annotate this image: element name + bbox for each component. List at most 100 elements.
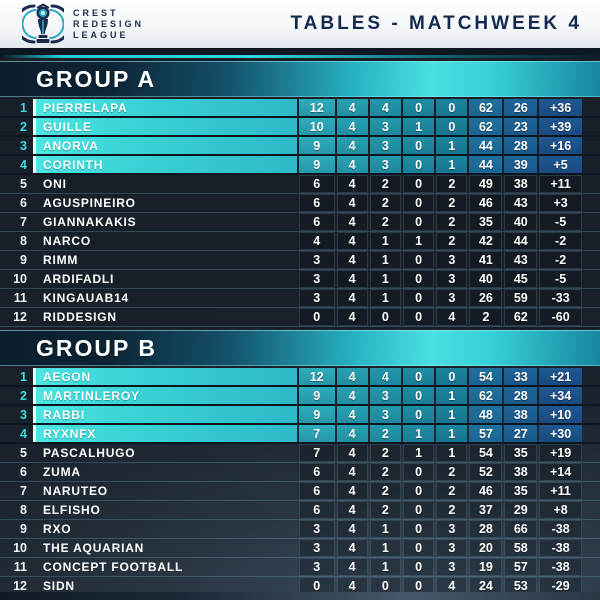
team-name: RABBI [43,407,85,422]
stat-cells: 6 4 2 0 2 46 35 +11 [299,482,582,500]
rank-number: 1 [20,100,27,115]
stat-cell: 0 [402,270,435,288]
stat-cell: 20 [469,539,503,557]
stat-cell: 1 [436,406,468,423]
rank-number: 9 [20,253,27,267]
league-name-line: LEAGUE [73,29,129,40]
stat-cells: 4 4 1 1 2 42 44 -2 [299,232,582,250]
stat-cell: 4 [336,539,368,557]
stat-cell: 52 [469,463,503,481]
stat-cell: 12 [299,99,335,116]
stat-cells: 9 4 3 0 1 48 38 +10 [299,406,582,423]
stat-cell: +3 [539,194,582,212]
rank-number: 11 [13,291,27,305]
stat-cells: 3 4 1 0 3 20 58 -38 [299,539,582,557]
table-row: 2 GUILLE 10 4 3 1 0 62 23 +39 [0,118,600,137]
stat-cell: 1 [369,539,401,557]
stat-cell: +30 [539,425,582,442]
team-name: RIDDESIGN [43,310,117,324]
stat-cells: 10 4 3 1 0 62 23 +39 [299,118,582,135]
rank-number: 8 [20,234,27,248]
stat-cell: 3 [299,539,335,557]
team-name-bar: ZUMA [33,463,297,481]
stat-cell: 6 [299,482,335,500]
stat-cell: 1 [436,387,468,404]
stat-cell: 0 [402,539,435,557]
team-name-bar: NARCO [33,232,297,250]
team-name: ELFISHO [43,503,101,517]
stat-cells: 3 4 1 0 3 40 45 -5 [299,270,582,288]
stat-cell: +11 [539,482,582,500]
team-name-bar: SIDN [33,577,297,595]
stat-cells: 9 4 3 0 1 44 28 +16 [299,137,582,154]
stat-cell: 0 [402,289,435,307]
stat-cell: 4 [336,289,368,307]
stat-cell: +5 [539,156,582,173]
stat-cell: 43 [504,194,538,212]
stat-cell: 62 [469,118,503,135]
stat-cell: 0 [369,308,401,326]
table-row: 1 PIERRELAPA 12 4 4 0 0 62 26 +36 [0,99,600,118]
stat-cells: 6 4 2 0 2 52 38 +14 [299,463,582,481]
stat-cell: 3 [436,520,468,538]
stat-cell: 2 [436,175,468,193]
stat-cell: 28 [504,137,538,154]
team-name-bar: RIDDESIGN [33,308,297,326]
stat-cell: 0 [369,577,401,595]
stat-cell: 3 [299,289,335,307]
stat-cell: 0 [402,156,435,173]
team-name-bar: RIMM [33,251,297,269]
team-name: CONCEPT FOOTBALL [43,560,184,574]
stat-cell: 4 [336,251,368,269]
stat-cell: 4 [436,308,468,326]
stat-cell: 7 [299,444,335,462]
stat-cell: 2 [369,501,401,519]
stat-cell: 1 [436,425,468,442]
table-row: 4 RYXNFX 7 4 2 1 1 57 27 +30 [0,425,600,444]
table-row: 12 RIDDESIGN 0 4 0 0 4 2 62 -60 [0,308,600,327]
stat-cell: 6 [299,194,335,212]
stat-cell: -5 [539,213,582,231]
stat-cell: 44 [469,137,503,154]
table-row: 3 ANORVA 9 4 3 0 1 44 28 +16 [0,137,600,156]
stat-cell: +39 [539,118,582,135]
team-name: RIMM [43,253,79,267]
stat-cell: 3 [369,156,401,173]
team-name: NARCO [43,234,91,248]
team-name-bar: GIANNAKAKIS [33,213,297,231]
stat-cell: 10 [299,118,335,135]
stat-cell: -2 [539,251,582,269]
team-name: RYXNFX [43,426,97,441]
stat-cell: 3 [299,270,335,288]
stat-cell: -38 [539,539,582,557]
stat-cell: 0 [402,482,435,500]
stat-cell: 62 [469,99,503,116]
stat-cell: 24 [469,577,503,595]
rank-number: 12 [13,310,27,324]
stat-cell: 6 [299,175,335,193]
rank-number: 3 [20,407,27,422]
stat-cell: +19 [539,444,582,462]
stat-cell: 0 [436,118,468,135]
team-name: THE AQUARIAN [43,541,145,555]
stat-cell: 4 [336,558,368,576]
stat-cell: 1 [369,520,401,538]
stat-cell: 0 [402,406,435,423]
team-name: MARTINLEROY [43,388,140,403]
rank-number: 2 [20,388,27,403]
stat-cell: 48 [469,406,503,423]
stat-cell: 1 [402,118,435,135]
stat-cell: 40 [469,270,503,288]
team-name-bar: RXO [33,520,297,538]
stat-cell: 42 [469,232,503,250]
stat-cell: 4 [336,175,368,193]
stat-cell: 41 [469,251,503,269]
stat-cells: 12 4 4 0 0 54 33 +21 [299,368,582,385]
stat-cell: 4 [336,232,368,250]
stat-cell: 29 [504,501,538,519]
stat-cell: +10 [539,406,582,423]
table-row: 6 ZUMA 6 4 2 0 2 52 38 +14 [0,463,600,482]
stat-cell: 66 [504,520,538,538]
team-name-bar: ANORVA [33,137,297,154]
stat-cell: 3 [436,539,468,557]
